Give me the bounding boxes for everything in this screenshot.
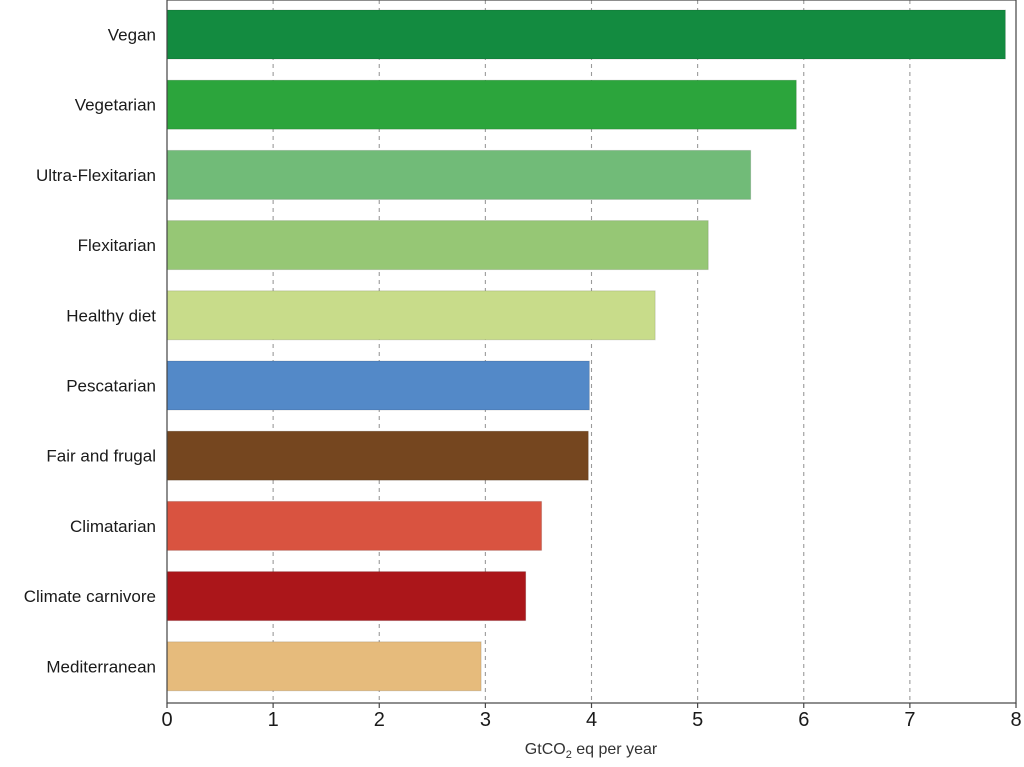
bar xyxy=(166,571,527,622)
tick-label: 6 xyxy=(798,709,809,731)
bar xyxy=(166,79,797,130)
category-labels: Vegan Vegetarian Ultra-Flexitarian Flexitar… xyxy=(24,26,157,677)
tick-label: 3 xyxy=(480,709,491,731)
x-axis-label-rest: eq per year xyxy=(572,741,658,758)
category-label: Healthy diet xyxy=(66,306,156,325)
tick-label: 2 xyxy=(374,709,385,731)
bar xyxy=(166,500,543,551)
bar xyxy=(166,360,590,411)
x-axis-label: GtCO2 eq per year xyxy=(525,741,658,761)
x-axis-label-main: GtCO xyxy=(525,741,566,758)
bar xyxy=(166,430,589,481)
category-label: Fair and frugal xyxy=(46,447,156,466)
category-label: Climatarian xyxy=(70,517,156,536)
tick-label: 8 xyxy=(1010,709,1021,731)
bar xyxy=(166,149,752,200)
bar xyxy=(166,641,482,692)
category-label: Vegan xyxy=(108,26,156,45)
tick-label: 7 xyxy=(904,709,915,731)
category-label: Vegetarian xyxy=(75,96,156,115)
tick-label: 0 xyxy=(161,709,172,731)
category-label: Mediterranean xyxy=(46,657,156,676)
x-axis-ticks: 0 1 2 3 4 5 6 7 8 xyxy=(161,703,1022,731)
tick-label: 4 xyxy=(586,709,597,731)
bars xyxy=(166,9,1006,692)
x-axis-label-subscript: 2 xyxy=(566,749,572,761)
bar xyxy=(166,220,709,271)
tick-label: 1 xyxy=(268,709,279,731)
bar xyxy=(166,9,1006,60)
category-label: Pescatarian xyxy=(66,377,156,396)
category-label: Climate carnivore xyxy=(24,587,156,606)
bar xyxy=(166,290,656,341)
category-label: Ultra-Flexitarian xyxy=(36,166,156,185)
category-label: Flexitarian xyxy=(78,236,156,255)
tick-label: 5 xyxy=(692,709,703,731)
